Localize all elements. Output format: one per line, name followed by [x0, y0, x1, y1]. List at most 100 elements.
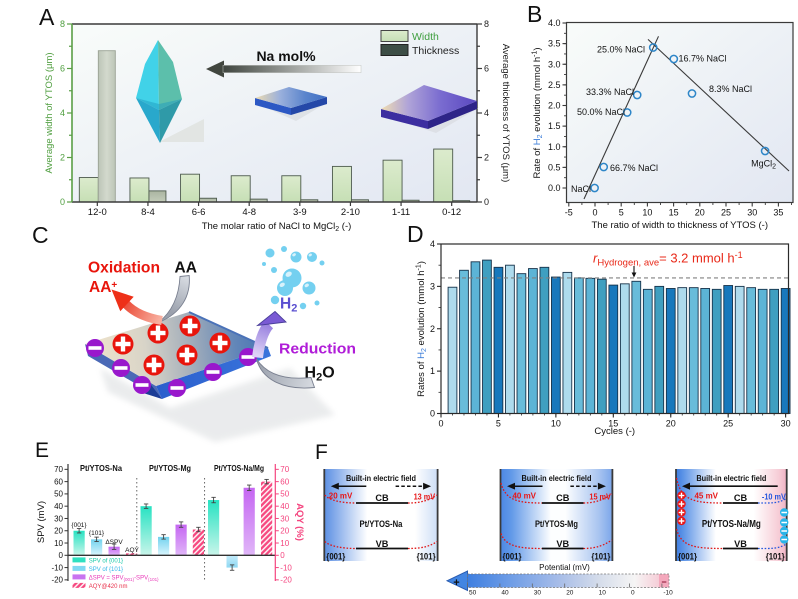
svg-text:F: F — [315, 441, 328, 464]
svg-text:0: 0 — [430, 409, 435, 419]
svg-text:0: 0 — [438, 419, 443, 429]
svg-text:C: C — [32, 222, 49, 248]
svg-text:Pt/YTOS-Na: Pt/YTOS-Na — [80, 463, 122, 473]
svg-text:30: 30 — [534, 590, 542, 597]
svg-text:{001}: {001} — [326, 552, 345, 562]
svg-text:2.5: 2.5 — [548, 80, 561, 90]
svg-text:A: A — [39, 4, 55, 30]
svg-text:Reduction: Reduction — [279, 342, 356, 358]
svg-text:13 mV: 13 mV — [414, 493, 436, 502]
svg-text:1.5: 1.5 — [548, 121, 561, 131]
svg-text:NaCl: NaCl — [571, 184, 591, 194]
svg-text:33.3% NaCl: 33.3% NaCl — [586, 87, 634, 97]
svg-text:0-12: 0-12 — [442, 207, 461, 218]
svg-text:{001}: {001} — [71, 522, 87, 529]
svg-text:Built-in electric field: Built-in electric field — [696, 474, 766, 483]
svg-text:3-9: 3-9 — [293, 207, 307, 218]
svg-text:Built-in electric field: Built-in electric field — [521, 474, 591, 483]
svg-text:40: 40 — [280, 502, 289, 511]
svg-text:10: 10 — [599, 590, 607, 597]
svg-text:E: E — [35, 439, 49, 462]
svg-text:Oxidation: Oxidation — [88, 260, 160, 277]
svg-text:5: 5 — [619, 208, 624, 218]
svg-text:40: 40 — [501, 590, 509, 597]
svg-text:6: 6 — [484, 64, 489, 74]
svg-text:2-10: 2-10 — [341, 207, 360, 218]
svg-text:AQY@420 nm: AQY@420 nm — [89, 584, 128, 590]
svg-text:10: 10 — [280, 539, 289, 548]
svg-text:16.7% NaCl: 16.7% NaCl — [679, 54, 727, 64]
svg-text:40 mV: 40 mV — [513, 492, 537, 501]
svg-text:ΔSPV = SPV{001}-SPV{101}: ΔSPV = SPV{001}-SPV{101} — [89, 575, 159, 582]
svg-text:0: 0 — [59, 551, 64, 560]
svg-text:15: 15 — [608, 419, 618, 429]
svg-text:15: 15 — [669, 208, 679, 218]
svg-text:70: 70 — [54, 465, 63, 474]
svg-text:45 mV: 45 mV — [695, 492, 719, 501]
svg-text:4: 4 — [430, 239, 435, 249]
svg-text:SPV (mV): SPV (mV) — [36, 501, 47, 543]
svg-text:SPV of {001}: SPV of {001} — [89, 558, 123, 564]
svg-text:20 mV: 20 mV — [329, 492, 353, 501]
svg-text:2: 2 — [60, 153, 65, 163]
svg-text:Rates of H2 evolution (mmol h-: Rates of H2 evolution (mmol h-1) — [416, 261, 429, 397]
svg-text:Pt/YTOS-Na: Pt/YTOS-Na — [359, 519, 403, 530]
svg-text:Pt/YTOS-Mg: Pt/YTOS-Mg — [535, 519, 578, 530]
svg-text:20: 20 — [666, 419, 676, 429]
svg-text:25: 25 — [721, 208, 731, 218]
svg-text:VB: VB — [376, 539, 389, 549]
svg-text:4-8: 4-8 — [242, 207, 256, 218]
svg-text:VB: VB — [556, 539, 569, 549]
svg-text:AQY: AQY — [125, 547, 139, 554]
svg-text:35: 35 — [773, 208, 783, 218]
svg-text:−: − — [661, 577, 666, 587]
svg-text:CB: CB — [556, 493, 570, 503]
svg-text:B: B — [527, 1, 542, 27]
svg-text:AQY (%): AQY (%) — [294, 503, 305, 541]
svg-text:-10 mV: -10 mV — [762, 493, 786, 502]
svg-text:0: 0 — [60, 197, 65, 207]
svg-text:AA+: AA+ — [89, 279, 117, 296]
svg-text:3: 3 — [430, 281, 435, 291]
svg-text:60: 60 — [280, 477, 289, 486]
svg-text:20: 20 — [566, 590, 574, 597]
svg-text:SPV of {101}: SPV of {101} — [89, 567, 123, 573]
svg-text:50: 50 — [54, 490, 63, 499]
svg-text:VB: VB — [734, 539, 747, 549]
svg-text:40: 40 — [54, 502, 63, 511]
svg-text:2: 2 — [430, 324, 435, 334]
svg-text:70: 70 — [280, 465, 289, 474]
svg-text:Cycles (-): Cycles (-) — [594, 426, 635, 437]
svg-text:0.5: 0.5 — [548, 162, 561, 172]
svg-text:20: 20 — [54, 527, 63, 536]
svg-text:25.0% NaCl: 25.0% NaCl — [597, 45, 645, 55]
svg-text:10: 10 — [54, 539, 63, 548]
svg-text:0: 0 — [631, 590, 635, 597]
svg-text:6: 6 — [60, 64, 65, 74]
svg-text:0: 0 — [280, 551, 285, 560]
svg-text:50: 50 — [280, 490, 289, 499]
svg-text:1: 1 — [430, 366, 435, 376]
svg-text:-10: -10 — [51, 563, 63, 572]
svg-text:The ratio of width to thicknes: The ratio of width to thickness of YTOS … — [591, 220, 768, 231]
svg-text:-10: -10 — [663, 590, 673, 597]
svg-text:0: 0 — [592, 208, 597, 218]
svg-text:Thickness: Thickness — [412, 45, 459, 57]
svg-text:4.0: 4.0 — [548, 18, 561, 28]
svg-text:+: + — [453, 577, 459, 589]
svg-text:H2: H2 — [280, 296, 297, 315]
svg-text:66.7% NaCl: 66.7% NaCl — [610, 163, 658, 173]
svg-text:{101}: {101} — [417, 552, 436, 562]
svg-text:50.0% NaCl: 50.0% NaCl — [577, 107, 625, 117]
svg-text:CB: CB — [734, 493, 748, 503]
svg-text:2.0: 2.0 — [548, 101, 561, 111]
svg-text:8: 8 — [484, 19, 489, 29]
svg-text:30: 30 — [280, 514, 289, 523]
svg-text:The molar ratio of NaCl to MgC: The molar ratio of NaCl to MgCl2 (-) — [202, 221, 352, 233]
svg-text:Pt/YTOS-Na/Mg: Pt/YTOS-Na/Mg — [702, 519, 761, 530]
svg-text:8.3% NaCl: 8.3% NaCl — [709, 84, 752, 94]
svg-text:Potential (mV): Potential (mV) — [539, 563, 590, 572]
svg-text:25: 25 — [723, 419, 733, 429]
svg-text:15 mV: 15 mV — [589, 493, 611, 502]
svg-text:1-11: 1-11 — [392, 207, 410, 218]
